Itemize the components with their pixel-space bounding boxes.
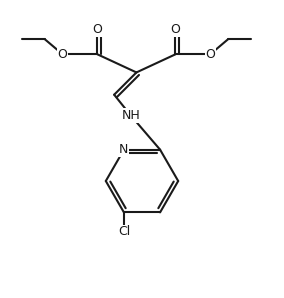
Text: NH: NH xyxy=(122,109,140,122)
Text: Cl: Cl xyxy=(118,225,130,238)
Text: O: O xyxy=(58,48,68,61)
Text: O: O xyxy=(205,48,215,61)
Text: O: O xyxy=(93,23,103,36)
Text: N: N xyxy=(119,143,129,156)
Text: O: O xyxy=(170,23,180,36)
